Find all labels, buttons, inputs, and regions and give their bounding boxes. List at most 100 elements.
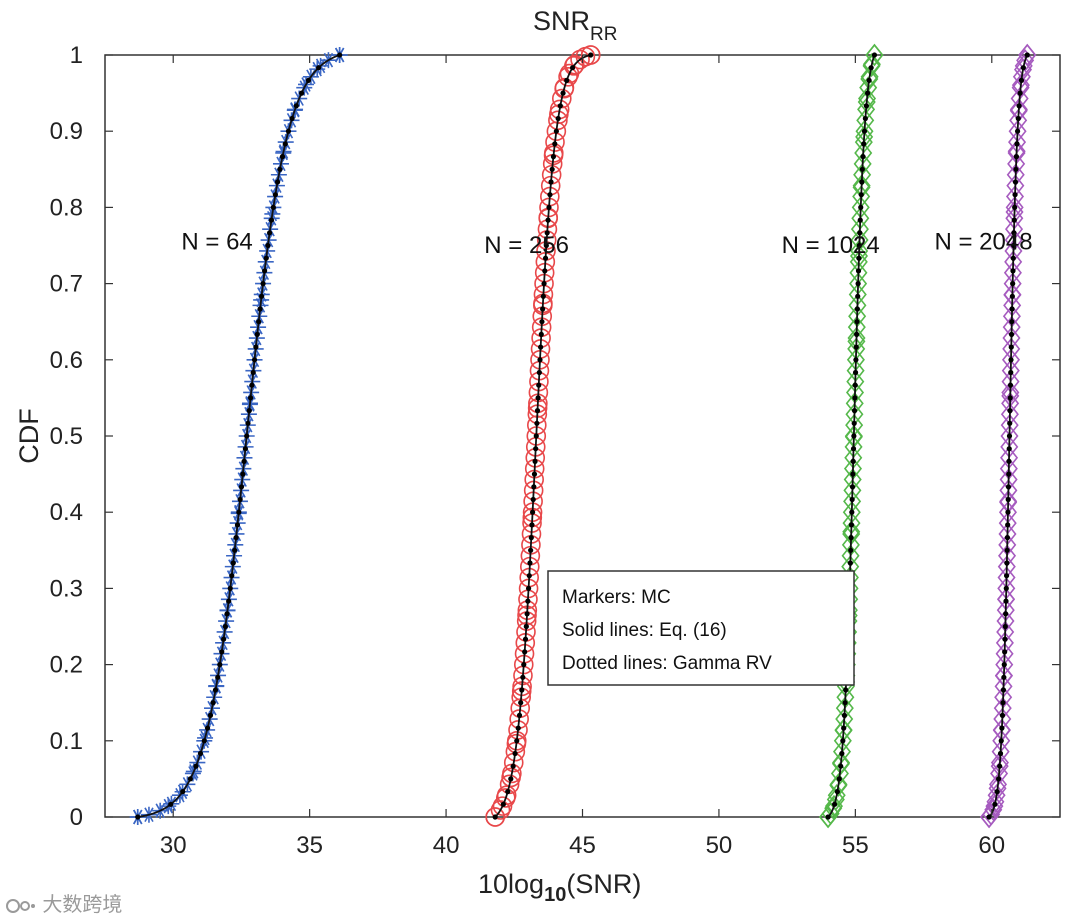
series-dot [1008, 344, 1014, 350]
series-dot [217, 662, 223, 668]
series-dot [236, 509, 242, 515]
series-dot [237, 496, 243, 503]
series-dot [838, 763, 844, 769]
data-point-circle [506, 730, 527, 751]
series-dot [1009, 293, 1015, 299]
legend-frame [547, 570, 855, 686]
y-tick-label: 0.4 [50, 499, 83, 526]
series-dot [862, 115, 868, 122]
series-dot [212, 687, 219, 693]
data-point-circle [554, 77, 575, 98]
data-point-diamond [988, 777, 1007, 800]
series-dot [570, 65, 576, 71]
series-dot [1018, 77, 1025, 83]
series-n2048 [980, 43, 1037, 829]
series-dot [285, 128, 292, 134]
series-dot [851, 420, 857, 426]
series-dot [541, 281, 547, 287]
series-dot [267, 230, 273, 236]
series-dot [249, 382, 255, 388]
legend-entry-markers: Markers: MC [562, 587, 671, 608]
series-dot [841, 712, 848, 719]
series-dot [254, 331, 260, 337]
series-dot [857, 217, 863, 223]
series-dot [1000, 700, 1006, 706]
series-dot [263, 255, 269, 261]
series-dot [1009, 319, 1015, 325]
y-tick-label: 0.6 [50, 347, 83, 374]
series-dot [1003, 573, 1010, 579]
series-dot [526, 573, 532, 579]
series-dot [1012, 192, 1018, 198]
series-dot [847, 560, 853, 566]
series-dot [508, 776, 514, 782]
series-dot [510, 763, 516, 769]
series-dot [858, 192, 864, 198]
series-dot [197, 750, 204, 757]
series-dot [253, 344, 259, 350]
x-tick-label: 40 [433, 832, 460, 859]
series-dot [187, 776, 193, 782]
annotation-layer: N = 64 N = 256 N = 1024 N = 2048 [181, 228, 1032, 259]
series-dot [1016, 103, 1022, 109]
series-dot [282, 141, 288, 147]
series-dot [1010, 255, 1016, 261]
series-dot [215, 674, 221, 680]
series-dot [1003, 598, 1009, 604]
series-dot [265, 242, 271, 249]
series-dot [1002, 623, 1008, 630]
series-dot [221, 636, 227, 642]
series-dot [543, 242, 549, 249]
series-dot [552, 141, 558, 147]
series-dot [293, 103, 299, 109]
series-dot [994, 789, 1000, 795]
data-point-diamond [1018, 43, 1037, 67]
series-dot [1001, 674, 1007, 680]
series-dot [866, 77, 872, 83]
series-dot [840, 738, 846, 744]
series-dot [226, 598, 232, 604]
data-point-circle [580, 45, 601, 65]
series-dot [851, 433, 857, 439]
series-dot [856, 255, 862, 261]
y-tick-label: 0.7 [50, 271, 83, 298]
data-point-circle [570, 49, 590, 70]
series-dot [524, 611, 530, 617]
series-dot [262, 268, 268, 274]
series-dot [528, 547, 534, 553]
data-point-circle [492, 796, 513, 816]
series-dot [831, 801, 838, 807]
series-dot [863, 103, 869, 109]
series-dot [522, 636, 529, 642]
series-dot [230, 560, 236, 566]
series-dot [546, 204, 552, 210]
data-point-diamond [986, 790, 1005, 814]
series-dot [539, 319, 545, 325]
x-axis-label: 10log10(SNR) [478, 869, 641, 906]
x-tick-label: 30 [160, 832, 187, 859]
x-tick-label: 60 [978, 832, 1005, 859]
series-dot [854, 331, 860, 337]
series-annotation: N = 2048 [934, 228, 1032, 255]
series-dot [135, 814, 141, 820]
series-dot [247, 395, 254, 401]
series-dot [1004, 547, 1010, 553]
series-dot [240, 471, 246, 477]
series-annotation: N = 256 [484, 232, 569, 259]
series-dot [1014, 128, 1021, 134]
series-dot [540, 306, 546, 312]
series-dot [520, 674, 526, 680]
series-dot [841, 725, 847, 731]
series-dot [825, 814, 831, 820]
series-dot [536, 382, 542, 388]
series-dot [852, 369, 859, 376]
series-dot [522, 649, 528, 655]
x-axis-label-subscript: 10 [544, 884, 566, 906]
series-dot [1007, 408, 1013, 414]
y-tick-label: 0 [70, 804, 83, 831]
series-dot [168, 801, 174, 807]
series-n256 [485, 45, 601, 827]
series-dot [1015, 115, 1021, 122]
series-dot [204, 725, 211, 731]
series-dot [1005, 509, 1011, 515]
